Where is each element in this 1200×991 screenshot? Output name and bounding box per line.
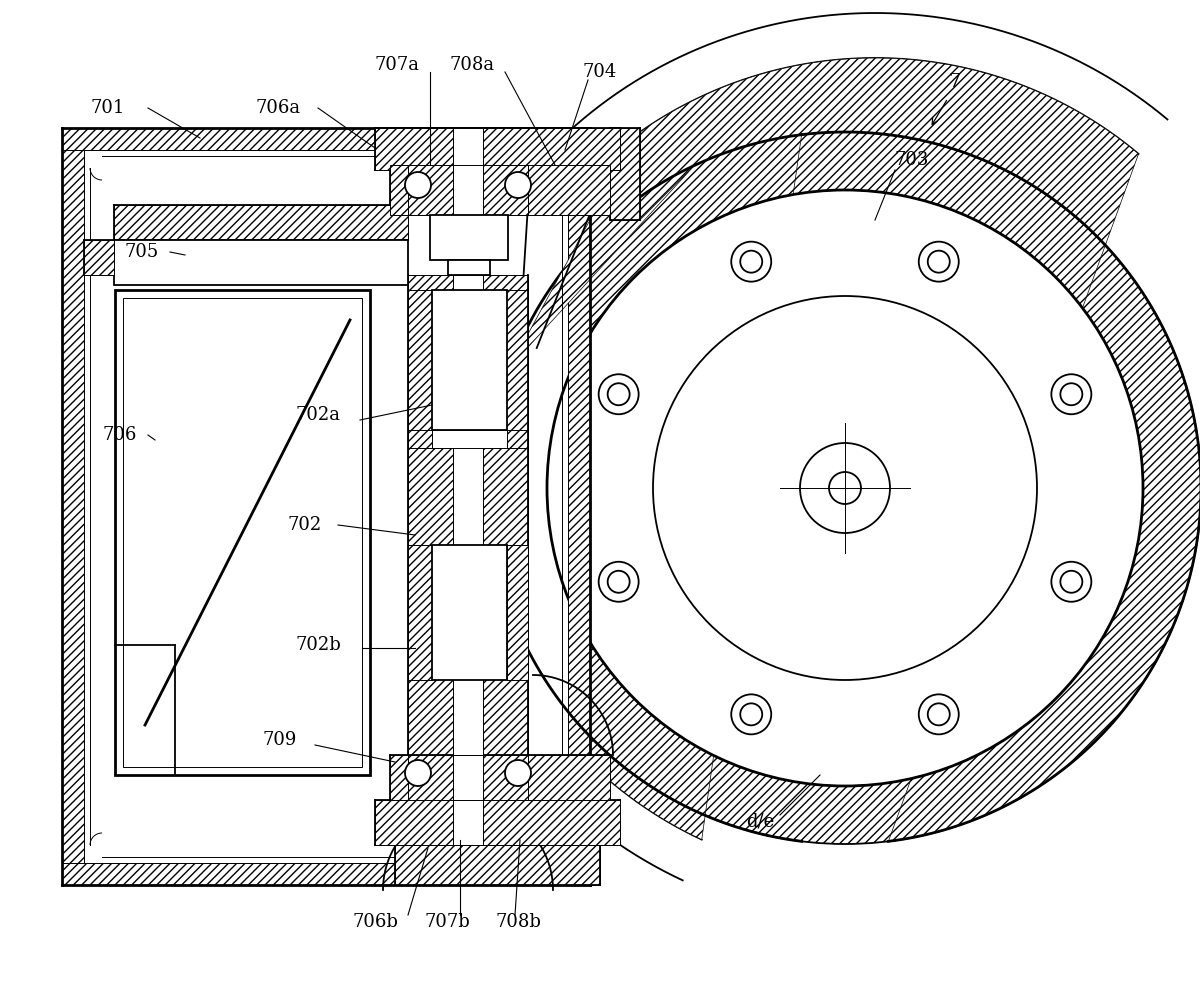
Polygon shape — [482, 165, 528, 215]
Circle shape — [928, 704, 949, 725]
Polygon shape — [454, 275, 482, 755]
Text: 706: 706 — [103, 426, 137, 444]
Circle shape — [928, 251, 949, 273]
Polygon shape — [408, 275, 454, 755]
Circle shape — [919, 242, 959, 281]
Text: 708a: 708a — [450, 56, 494, 74]
Text: 706b: 706b — [352, 913, 398, 931]
Polygon shape — [124, 298, 362, 767]
Text: 703: 703 — [895, 151, 929, 169]
Polygon shape — [454, 800, 482, 845]
Polygon shape — [466, 58, 1200, 841]
Circle shape — [1051, 375, 1091, 414]
Polygon shape — [62, 128, 590, 150]
Polygon shape — [84, 240, 114, 275]
Polygon shape — [114, 240, 408, 285]
Polygon shape — [114, 205, 408, 240]
Polygon shape — [115, 290, 370, 775]
Circle shape — [599, 562, 638, 602]
Polygon shape — [374, 128, 454, 170]
Polygon shape — [510, 128, 695, 367]
Circle shape — [599, 375, 638, 414]
Text: 705: 705 — [125, 243, 160, 261]
Polygon shape — [390, 755, 408, 800]
Text: 708b: 708b — [496, 913, 541, 931]
Polygon shape — [430, 215, 508, 260]
Circle shape — [740, 704, 762, 725]
Polygon shape — [374, 800, 454, 845]
Polygon shape — [408, 545, 432, 680]
Text: 704: 704 — [583, 63, 617, 81]
Circle shape — [607, 571, 630, 593]
Polygon shape — [568, 150, 590, 863]
Circle shape — [829, 472, 862, 504]
Text: 706a: 706a — [256, 99, 300, 117]
Polygon shape — [508, 545, 528, 680]
Circle shape — [406, 172, 431, 198]
Polygon shape — [432, 290, 508, 430]
Polygon shape — [62, 863, 590, 885]
Circle shape — [406, 760, 431, 786]
Bar — [456, 225, 482, 255]
Circle shape — [1061, 571, 1082, 593]
Polygon shape — [454, 128, 482, 170]
Polygon shape — [408, 165, 454, 215]
Polygon shape — [528, 165, 610, 215]
Polygon shape — [395, 845, 600, 885]
Polygon shape — [610, 128, 640, 220]
Text: 702a: 702a — [295, 406, 341, 424]
Polygon shape — [84, 150, 568, 863]
Circle shape — [740, 251, 762, 273]
Polygon shape — [432, 430, 508, 448]
Polygon shape — [390, 165, 408, 215]
Polygon shape — [448, 260, 490, 275]
Circle shape — [607, 384, 630, 405]
Text: 701: 701 — [91, 99, 125, 117]
Polygon shape — [408, 755, 454, 800]
Circle shape — [547, 190, 1142, 786]
Text: 707a: 707a — [374, 56, 420, 74]
Polygon shape — [482, 275, 528, 755]
Polygon shape — [454, 165, 482, 215]
Polygon shape — [528, 755, 610, 800]
Polygon shape — [482, 800, 620, 845]
Text: 709: 709 — [263, 731, 298, 749]
Circle shape — [731, 695, 772, 734]
Polygon shape — [454, 755, 482, 800]
Text: 702: 702 — [288, 516, 322, 534]
Bar — [454, 310, 482, 420]
Text: 707b: 707b — [424, 913, 470, 931]
Circle shape — [731, 242, 772, 281]
Text: d/e: d/e — [746, 813, 774, 831]
Text: 7: 7 — [949, 73, 961, 91]
Circle shape — [919, 695, 959, 734]
Circle shape — [1051, 562, 1091, 602]
Polygon shape — [432, 545, 508, 680]
Circle shape — [800, 443, 890, 533]
Text: 702b: 702b — [295, 636, 341, 654]
Circle shape — [490, 132, 1200, 844]
Circle shape — [1061, 384, 1082, 405]
Circle shape — [505, 172, 530, 198]
Polygon shape — [482, 755, 528, 800]
Circle shape — [653, 296, 1037, 680]
Circle shape — [505, 760, 530, 786]
Polygon shape — [482, 128, 620, 170]
Polygon shape — [62, 150, 84, 863]
